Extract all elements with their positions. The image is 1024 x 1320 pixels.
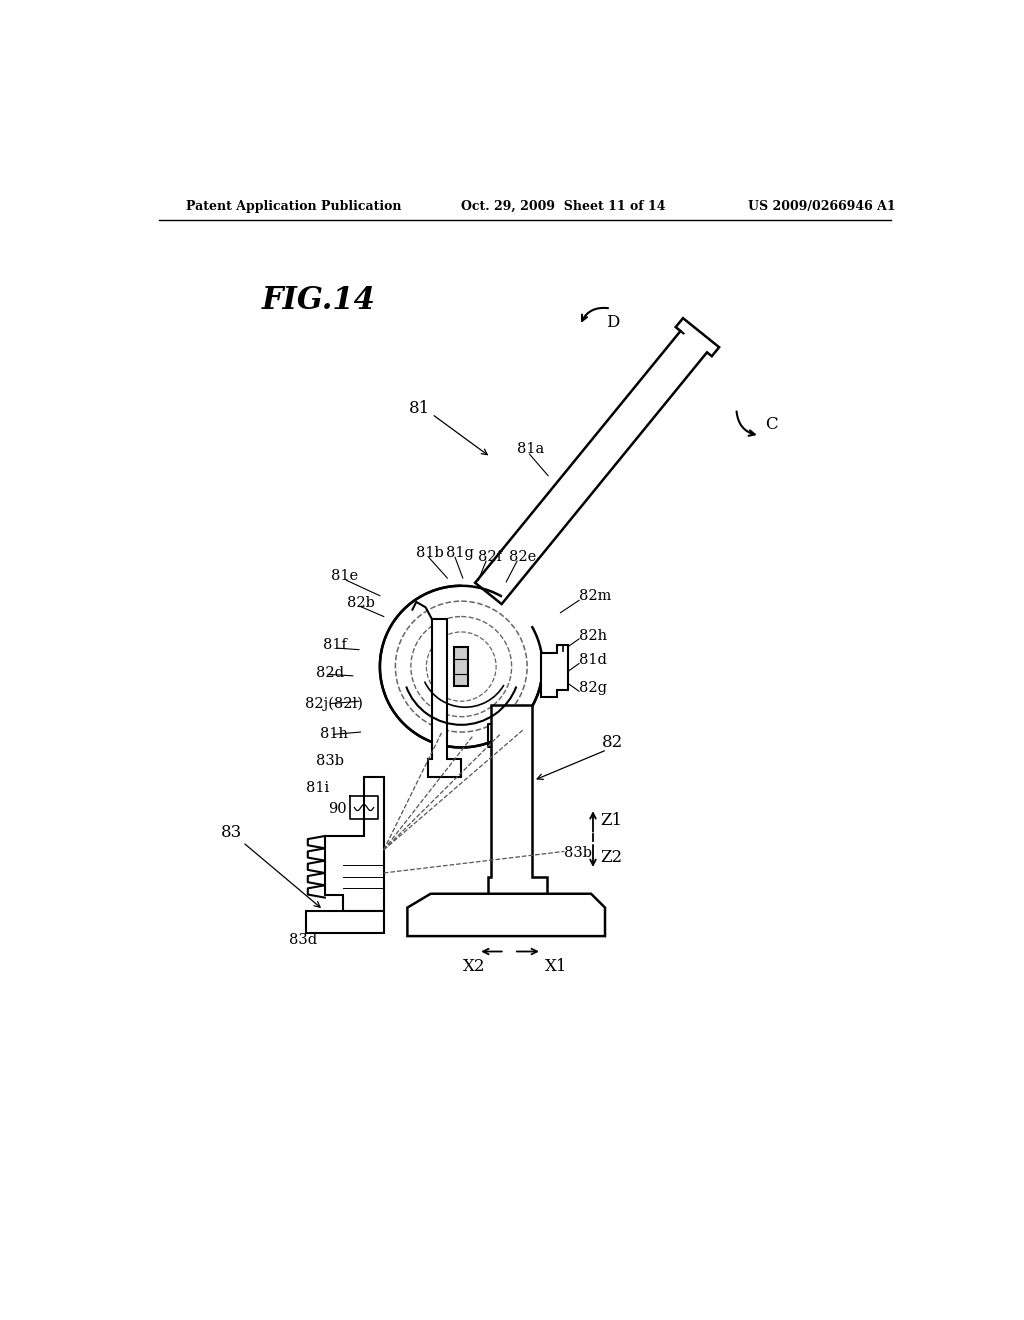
Text: 83b: 83b [315,754,343,767]
Text: D: D [606,314,620,331]
Text: Z1: Z1 [600,812,623,829]
Text: X2: X2 [463,958,485,975]
Polygon shape [475,318,719,605]
Text: X1: X1 [545,958,567,975]
Polygon shape [487,705,547,900]
Text: 82f: 82f [478,550,503,564]
Text: 81a: 81a [517,442,545,457]
Text: FIG.14: FIG.14 [261,285,375,317]
Text: 81g: 81g [445,545,474,560]
Polygon shape [325,776,384,911]
Text: Z2: Z2 [600,849,623,866]
Text: US 2009/0266946 A1: US 2009/0266946 A1 [748,199,896,213]
Text: 82j(82l): 82j(82l) [305,697,362,710]
Text: 81i: 81i [306,781,330,795]
Text: Oct. 29, 2009  Sheet 11 of 14: Oct. 29, 2009 Sheet 11 of 14 [461,199,666,213]
Text: 81b: 81b [417,545,444,560]
Text: 81e: 81e [331,569,358,582]
Text: 82g: 82g [579,681,607,696]
Text: 82d: 82d [315,665,343,680]
Text: 82e: 82e [509,550,537,564]
Text: 83: 83 [221,824,243,841]
Text: 81f: 81f [324,638,347,652]
Text: 82b: 82b [346,597,375,610]
Text: C: C [765,416,777,433]
Text: 81h: 81h [321,727,348,742]
Text: 82: 82 [602,734,624,751]
Polygon shape [408,894,605,936]
Text: 90: 90 [328,803,346,816]
Text: Patent Application Publication: Patent Application Publication [186,199,401,213]
Text: 82m: 82m [579,589,611,603]
Polygon shape [541,645,568,697]
Circle shape [380,586,543,747]
Text: 83d: 83d [289,933,317,946]
Text: 82h: 82h [579,628,607,643]
Bar [455,647,468,686]
Text: 83b: 83b [564,846,592,859]
Text: 81d: 81d [579,653,607,668]
Polygon shape [306,911,384,933]
Polygon shape [428,619,461,776]
Text: 81: 81 [409,400,430,417]
